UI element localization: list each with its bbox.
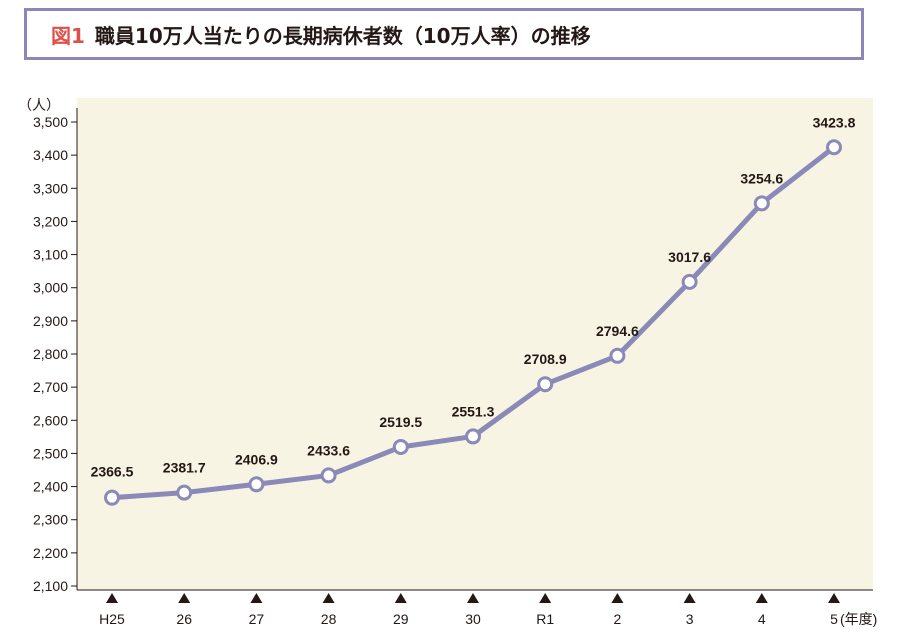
y-tick-label: 2,100 — [33, 578, 68, 594]
x-tick-triangle — [467, 593, 479, 603]
data-label: 3017.6 — [668, 249, 711, 265]
plot-area — [77, 98, 873, 590]
data-label: 2366.5 — [91, 464, 134, 480]
x-tick-label: 4 — [758, 611, 766, 627]
x-tick-label: R1 — [536, 611, 554, 627]
x-tick-triangle — [322, 593, 335, 603]
figure-number: 図1 — [51, 23, 85, 48]
y-tick-label: 2,700 — [33, 379, 68, 395]
y-tick-label: 2,400 — [33, 479, 68, 495]
data-point — [320, 467, 337, 484]
data-label: 2406.9 — [235, 451, 278, 467]
data-point — [248, 476, 265, 493]
y-tick-label: 3,200 — [33, 213, 68, 229]
x-tick-label: 30 — [465, 611, 481, 627]
y-tick-label: 2,300 — [33, 512, 68, 528]
x-tick-triangle — [394, 593, 407, 603]
x-tick-label: 28 — [321, 611, 337, 627]
x-tick-label: 26 — [176, 611, 192, 627]
x-tick-label: 27 — [249, 611, 265, 627]
x-tick-label: 29 — [393, 611, 409, 627]
data-label: 2519.5 — [379, 414, 422, 430]
data-label: 2381.7 — [163, 460, 206, 476]
chart-title-box: 図1 職員10万人当たりの長期病休者数（10万人率）の推移 — [24, 8, 864, 60]
y-tick-label: 3,500 — [33, 114, 68, 130]
y-tick-label: 2,900 — [33, 313, 68, 329]
data-label: 2433.6 — [307, 442, 350, 458]
x-tick-triangle — [106, 593, 118, 603]
y-tick-label: 3,100 — [33, 247, 68, 263]
y-tick-label: 3,400 — [33, 147, 68, 163]
y-tick-label: 2,200 — [33, 545, 68, 561]
x-tick-label: 5 — [830, 611, 838, 627]
data-point — [609, 347, 626, 364]
y-axis-unit-label: （人） — [18, 97, 60, 113]
y-tick-label: 2,600 — [33, 412, 68, 428]
data-label: 3423.8 — [813, 114, 856, 130]
data-point — [176, 484, 193, 501]
data-label: 2708.9 — [524, 351, 567, 367]
data-point — [392, 438, 409, 455]
x-tick-triangle — [539, 593, 552, 603]
x-axis-unit-label: (年度) — [840, 611, 877, 627]
data-point — [681, 273, 698, 290]
x-tick-triangle — [683, 593, 696, 603]
x-tick-triangle — [250, 593, 263, 603]
x-tick-triangle — [755, 593, 768, 603]
data-point — [826, 139, 842, 156]
data-point — [465, 428, 481, 445]
x-tick-label: 3 — [686, 611, 694, 627]
x-tick-label: 2 — [614, 611, 622, 627]
y-tick-label: 2,500 — [33, 445, 68, 461]
x-tick-label: H25 — [99, 611, 125, 627]
x-tick-triangle — [611, 593, 624, 603]
chart-title: 職員10万人当たりの長期病休者数（10万人率）の推移 — [94, 23, 591, 48]
x-tick-triangle — [178, 593, 191, 603]
x-tick-triangle — [828, 593, 840, 603]
data-point — [753, 195, 770, 212]
y-tick-label: 2,800 — [33, 346, 68, 362]
data-point — [104, 489, 120, 506]
y-tick-label: 3,000 — [33, 280, 68, 296]
data-label: 2794.6 — [596, 323, 639, 339]
data-label: 3254.6 — [740, 170, 783, 186]
data-label: 2551.3 — [452, 403, 495, 419]
data-point — [537, 376, 554, 393]
y-tick-label: 3,300 — [33, 180, 68, 196]
